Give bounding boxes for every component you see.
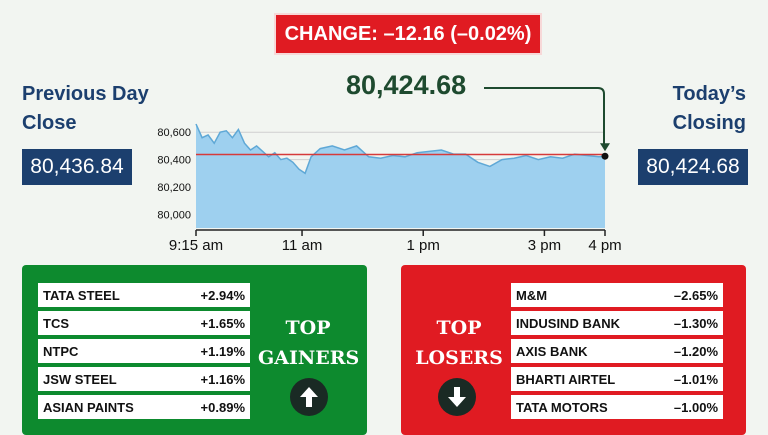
y-tick-label: 80,400 bbox=[157, 155, 191, 167]
gainer-row: ASIAN PAINTS +0.89% bbox=[38, 395, 250, 419]
x-tick-label: 1 pm bbox=[407, 237, 440, 254]
loser-stock-name: INDUSIND BANK bbox=[516, 315, 620, 331]
loser-row: M&M –2.65% bbox=[511, 283, 723, 307]
y-axis: 80,600 80,400 80,200 80,000 bbox=[157, 127, 191, 221]
top-gainers-list: TATA STEEL +2.94% TCS +1.65% NTPC +1.19% JSW S… bbox=[38, 283, 250, 423]
loser-stock-change: –1.30% bbox=[673, 315, 718, 331]
loser-row: TATA MOTORS –1.00% bbox=[511, 395, 723, 419]
y-tick-label: 80,600 bbox=[157, 127, 191, 139]
today-close-value: 80,424.68 bbox=[638, 149, 748, 185]
x-axis: 9:15 am 11 am 1 pm 3 pm 4 pm bbox=[169, 229, 622, 254]
loser-stock-name: BHARTI AIRTEL bbox=[516, 371, 616, 387]
gainer-row: TCS +1.65% bbox=[38, 311, 250, 335]
loser-stock-name: TATA MOTORS bbox=[516, 399, 608, 415]
gainer-row: JSW STEEL +1.16% bbox=[38, 367, 250, 391]
loser-stock-change: –1.00% bbox=[673, 399, 718, 415]
index-chart: 80,600 80,400 80,200 80,000 9:15 am 11 am 1 p… bbox=[157, 87, 622, 254]
top-losers-list: M&M –2.65% INDUSIND BANK –1.30% AXIS BANK –1.… bbox=[511, 283, 723, 423]
callout-arrowhead bbox=[600, 143, 610, 152]
arrow-up-icon bbox=[290, 378, 328, 416]
today-close-label-line1: Today’s bbox=[672, 83, 746, 105]
y-tick-label: 80,200 bbox=[157, 182, 191, 194]
top-losers-title: TOP LOSERS bbox=[409, 313, 509, 373]
gainer-stock-name: JSW STEEL bbox=[43, 371, 117, 387]
today-close-label: Today’s Closing bbox=[673, 80, 746, 138]
x-tick-label: 9:15 am bbox=[169, 237, 223, 254]
previous-close-label-line2: Close bbox=[22, 112, 77, 134]
x-tick-label: 11 am bbox=[282, 237, 323, 254]
loser-row: AXIS BANK –1.20% bbox=[511, 339, 723, 363]
callout-arrow bbox=[484, 87, 605, 145]
top-gainers-title-line2: GAINERS bbox=[258, 347, 360, 369]
gainer-stock-change: +1.65% bbox=[200, 315, 245, 331]
loser-row: BHARTI AIRTEL –1.01% bbox=[511, 367, 723, 391]
gainer-stock-name: TCS bbox=[43, 315, 69, 331]
gainer-stock-name: ASIAN PAINTS bbox=[43, 399, 134, 415]
loser-stock-name: M&M bbox=[516, 287, 548, 303]
gainer-stock-name: NTPC bbox=[43, 343, 79, 359]
top-gainers-panel: TATA STEEL +2.94% TCS +1.65% NTPC +1.19% JSW S… bbox=[22, 265, 367, 435]
top-gainers-title: TOP GAINERS bbox=[258, 313, 360, 373]
change-banner: CHANGE: –12.16 (–0.02%) bbox=[274, 13, 542, 55]
previous-close-label: Previous Day Close bbox=[22, 80, 149, 138]
y-tick-label: 80,000 bbox=[157, 209, 191, 221]
previous-close-label-line1: Previous Day bbox=[22, 83, 149, 105]
loser-stock-change: –1.20% bbox=[673, 343, 718, 359]
gainer-stock-change: +0.89% bbox=[200, 399, 245, 415]
gainer-stock-change: +2.94% bbox=[200, 287, 245, 303]
x-tick-label: 3 pm bbox=[528, 237, 561, 254]
gainer-stock-change: +1.16% bbox=[200, 371, 245, 387]
loser-stock-change: –1.01% bbox=[673, 371, 718, 387]
top-gainers-title-line1: TOP bbox=[285, 317, 331, 339]
chart-area bbox=[196, 124, 605, 228]
gainer-stock-change: +1.19% bbox=[200, 343, 245, 359]
gainer-row: NTPC +1.19% bbox=[38, 339, 250, 363]
top-losers-panel: M&M –2.65% INDUSIND BANK –1.30% AXIS BANK –1.… bbox=[401, 265, 746, 435]
closing-point bbox=[601, 152, 609, 160]
top-losers-title-line2: LOSERS bbox=[415, 347, 503, 369]
loser-row: INDUSIND BANK –1.30% bbox=[511, 311, 723, 335]
loser-stock-change: –2.65% bbox=[673, 287, 718, 303]
current-value-label: 80,424.68 bbox=[346, 70, 467, 100]
top-losers-title-line1: TOP bbox=[436, 317, 482, 339]
previous-close-value: 80,436.84 bbox=[22, 149, 132, 185]
chart-line bbox=[195, 123, 606, 175]
arrow-down-icon bbox=[438, 378, 476, 416]
x-tick-label: 4 pm bbox=[588, 237, 621, 254]
gainer-stock-name: TATA STEEL bbox=[43, 287, 120, 303]
loser-stock-name: AXIS BANK bbox=[516, 343, 588, 359]
today-close-label-line2: Closing bbox=[672, 112, 746, 134]
gainer-row: TATA STEEL +2.94% bbox=[38, 283, 250, 307]
